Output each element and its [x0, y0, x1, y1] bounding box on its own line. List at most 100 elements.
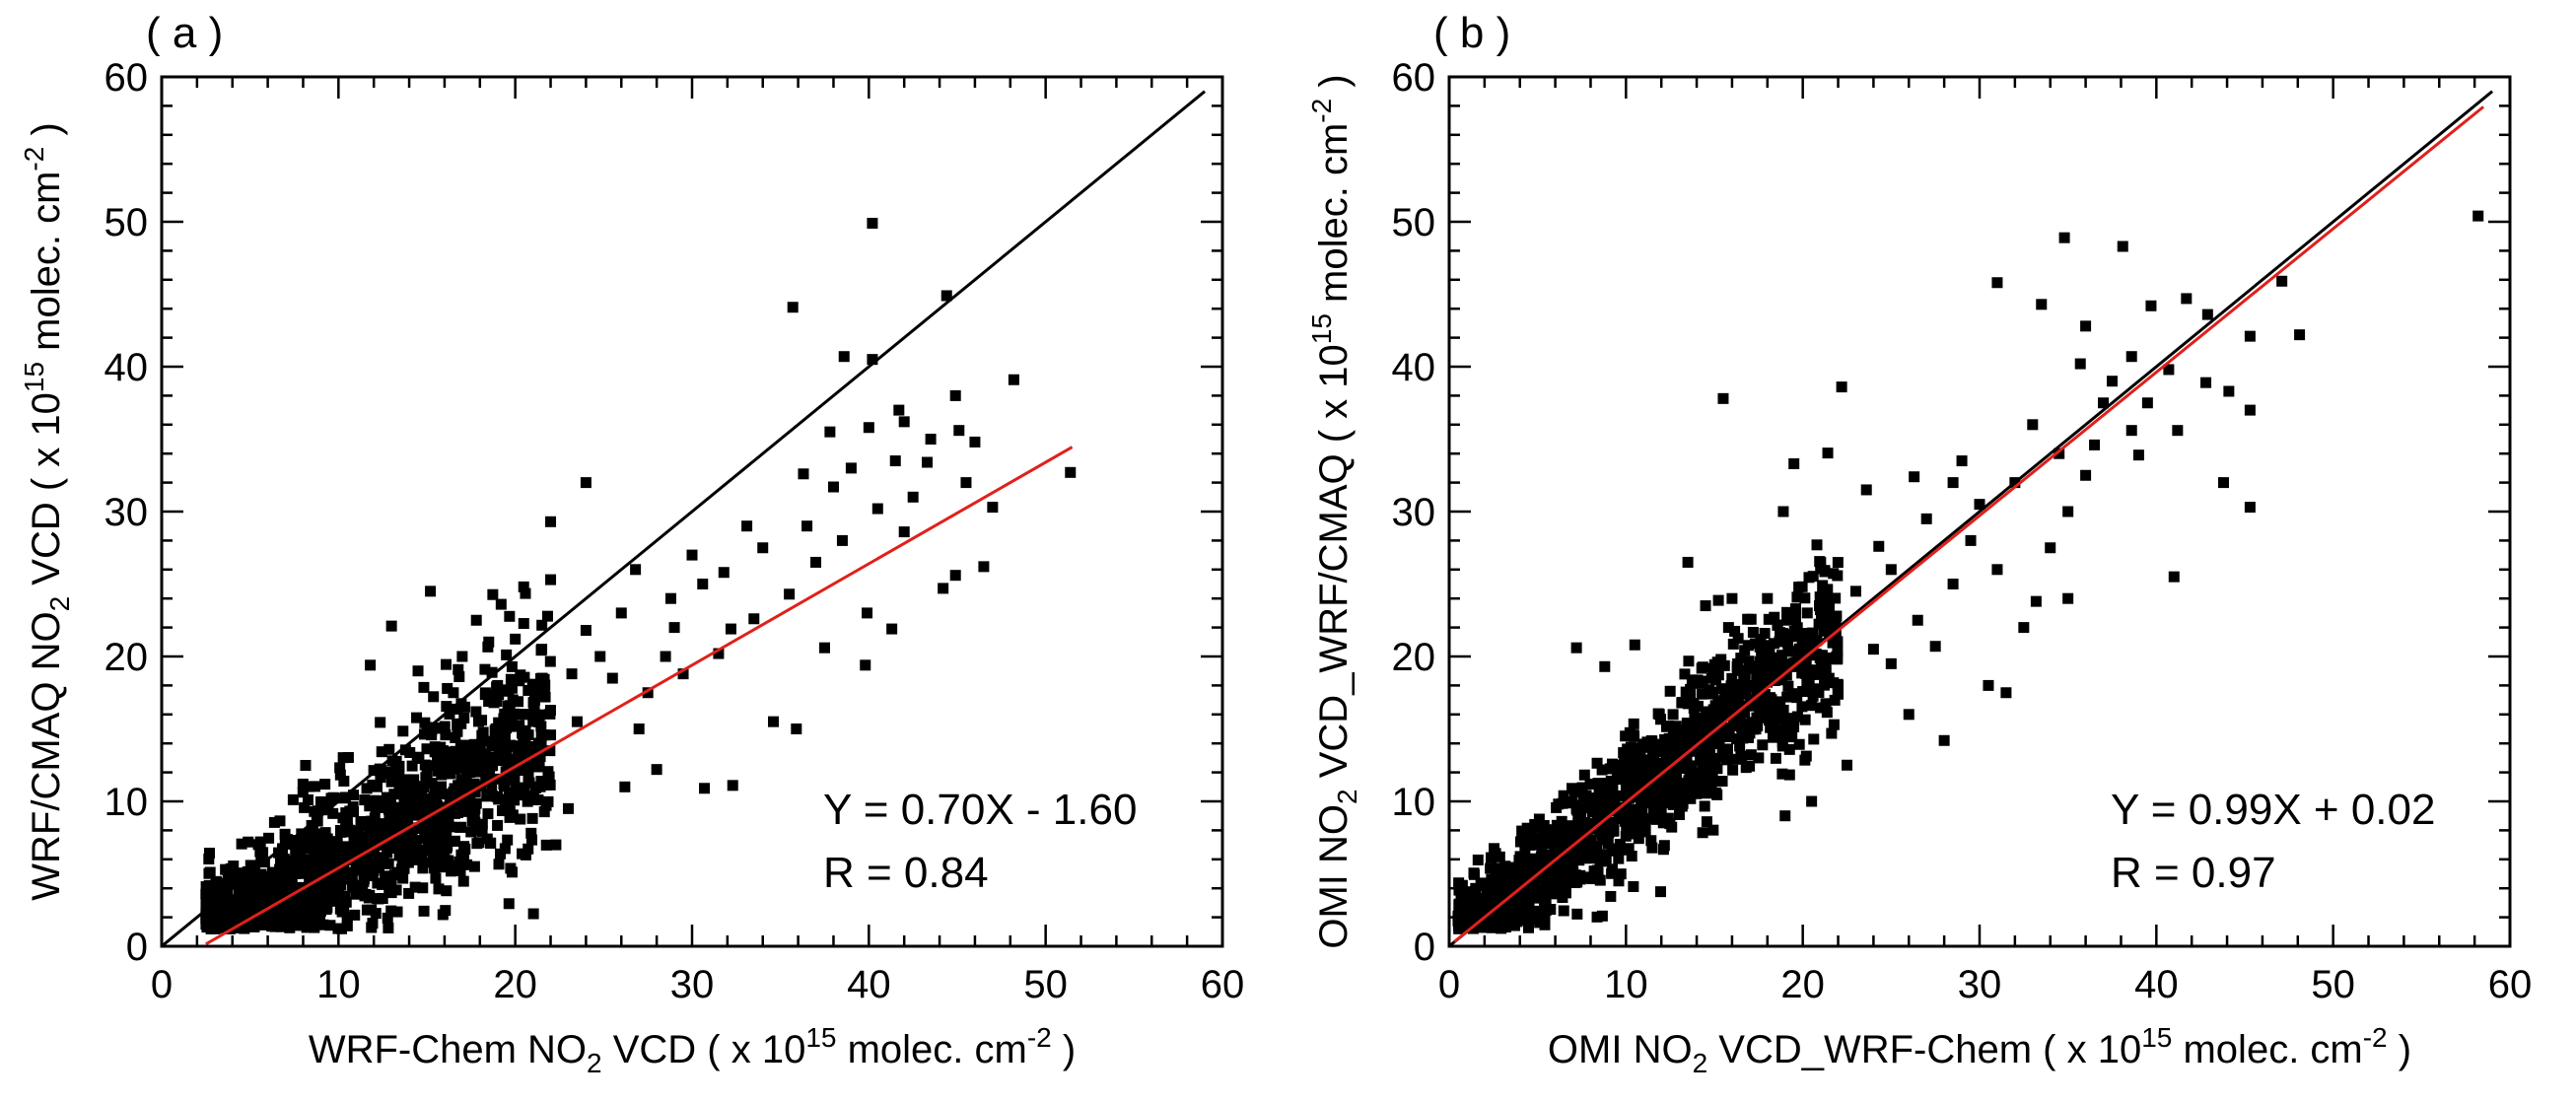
scatter-point: [1619, 808, 1631, 820]
scatter-point: [347, 879, 359, 891]
scatter-point: [397, 872, 409, 884]
scatter-point: [479, 663, 491, 675]
scatter-point: [2294, 329, 2306, 341]
scatter-point: [287, 793, 299, 805]
scatter-point: [791, 723, 802, 734]
scatter-point: [1822, 607, 1834, 619]
scatter-point: [1458, 892, 1470, 904]
scatter-point: [1791, 591, 1803, 603]
scatter-point: [504, 811, 516, 823]
scatter-point: [506, 773, 518, 785]
scatter-point: [1947, 477, 1959, 489]
scatter-point: [801, 520, 813, 532]
scatter-point: [385, 776, 397, 788]
scatter-point: [300, 759, 312, 771]
scatter-point: [1619, 747, 1631, 759]
scatter-point: [410, 835, 422, 847]
scatter-point: [1821, 707, 1833, 719]
scatter-point: [323, 861, 335, 873]
scatter-point: [960, 477, 972, 489]
scatter-point: [1588, 806, 1600, 818]
scatter-point: [376, 829, 387, 841]
scatter-point: [2058, 232, 2070, 243]
scatter-point: [699, 783, 711, 794]
scatter-point: [306, 909, 317, 921]
scatter-point: [2223, 385, 2235, 397]
scatter-point: [456, 778, 468, 790]
scatter-point: [1539, 912, 1551, 924]
scatter-point: [1783, 713, 1795, 724]
scatter-point: [1820, 698, 1832, 710]
scatter-point: [1494, 876, 1505, 888]
scatter-point: [350, 888, 362, 900]
scatter-point: [519, 790, 530, 801]
scatter-point: [1790, 603, 1802, 615]
scatter-point: [450, 731, 461, 743]
scatter-point: [1707, 824, 1719, 836]
scatter-point: [1623, 843, 1635, 855]
scatter-point: [642, 687, 654, 699]
scatter-point: [1788, 631, 1800, 643]
scatter-point: [458, 712, 470, 723]
scatter-point: [330, 872, 342, 884]
scatter-point: [1808, 733, 1820, 745]
scatter-point: [1909, 471, 1920, 483]
scatter-point: [594, 651, 606, 662]
scatter-point: [1570, 824, 1582, 836]
scatter-point: [426, 811, 438, 823]
scatter-point: [1799, 714, 1811, 725]
scatter-point: [1468, 867, 1480, 879]
scatter-point: [1542, 886, 1554, 898]
scatter-point: [244, 905, 256, 917]
scatter-point: [473, 738, 485, 750]
scatter-point: [1782, 680, 1794, 692]
scatter-point: [1490, 848, 1501, 860]
scatter-point: [1833, 679, 1845, 691]
scatter-point: [1749, 661, 1761, 673]
scatter-point: [1605, 890, 1617, 902]
scatter-point: [686, 549, 698, 561]
scatter-point: [290, 867, 302, 879]
scatter-point: [606, 672, 618, 684]
scatter-point: [434, 763, 446, 775]
scatter-point: [1828, 719, 1840, 730]
scatter-point: [522, 764, 534, 776]
scatter-point: [526, 834, 538, 846]
scatter-point: [342, 751, 354, 763]
scatter-point: [493, 717, 505, 728]
scatter-point: [1768, 724, 1779, 736]
scatter-point: [1603, 804, 1615, 816]
scatter-point: [1682, 698, 1694, 710]
scatter-point: [2027, 419, 2039, 431]
scatter-point: [297, 787, 309, 798]
scatter-point: [516, 764, 527, 776]
scatter-point: [444, 708, 455, 720]
scatter-point: [1671, 726, 1683, 738]
scatter-point: [2062, 592, 2074, 604]
scatter-point: [381, 792, 392, 803]
scatter-point: [1644, 770, 1656, 781]
scatter-point: [281, 876, 293, 888]
scatter-point: [440, 729, 452, 741]
scatter-point: [368, 765, 380, 777]
scatter-point: [1671, 762, 1683, 774]
scatter-point: [340, 896, 352, 908]
scatter-point: [423, 819, 435, 831]
scatter-point: [1630, 828, 1641, 840]
scatter-point: [490, 733, 502, 745]
scatter-point: [420, 845, 432, 857]
scatter-point: [1912, 614, 1923, 626]
scatter-point: [836, 534, 848, 546]
scatter-point: [455, 821, 467, 833]
scatter-point: [1697, 675, 1708, 687]
scatter-point: [1732, 695, 1744, 707]
scatter-point: [334, 769, 346, 781]
scatter-point: [538, 806, 550, 818]
scatter-point: [377, 878, 388, 890]
scatter-point: [1542, 880, 1554, 892]
scatter-point: [493, 793, 505, 805]
scatter-point: [1706, 772, 1718, 784]
scatter-point: [1519, 888, 1531, 900]
x-axis-label: OMI NO2 VCD_WRF-Chem ( x 1015 molec. cm-…: [1548, 1022, 2411, 1078]
scatter-point: [485, 838, 497, 850]
